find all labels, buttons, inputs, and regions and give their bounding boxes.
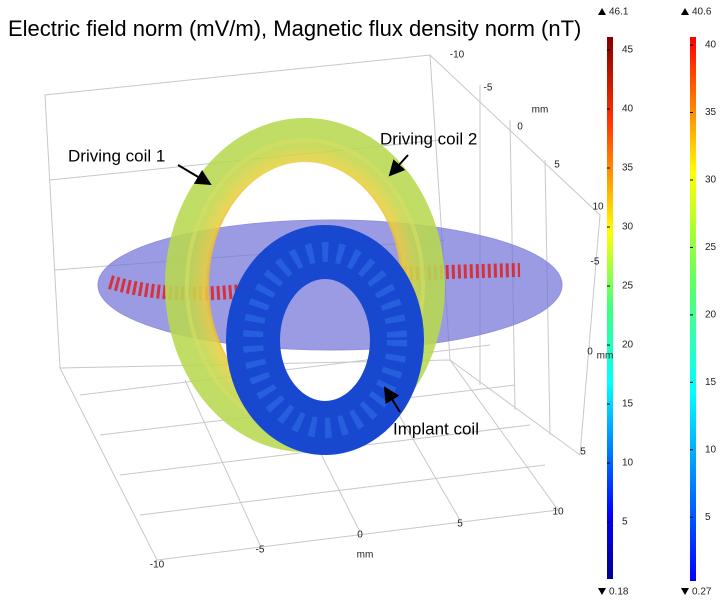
- scene: [98, 140, 562, 430]
- axis-tick-label: -5: [591, 257, 600, 268]
- colorbar-min: 0.18: [609, 587, 629, 598]
- title: Electric field norm (mV/m), Magnetic flu…: [8, 16, 581, 41]
- axis-label: mm: [597, 351, 614, 362]
- colorbar-min: 0.27: [692, 587, 712, 598]
- colorbar-tick-label: 35: [705, 107, 717, 118]
- max-marker: [598, 8, 606, 15]
- axis-tick-label: 0: [517, 122, 523, 133]
- colorbar-tick-label: 30: [622, 222, 634, 233]
- colorbar-tick-label: 20: [622, 340, 634, 351]
- axis-tick-label: -10: [150, 560, 165, 571]
- colorbar-tick-label: 15: [622, 399, 634, 410]
- colorbar-tick-label: 30: [705, 175, 717, 186]
- colorbar-tick-label: 35: [622, 163, 634, 174]
- colorbar-max: 40.6: [692, 7, 712, 18]
- colorbar-max: 46.1: [609, 7, 629, 18]
- colorbar-tick-label: 40: [705, 40, 717, 51]
- colorbar-tick-label: 10: [622, 458, 634, 469]
- axis-tick-label: 10: [552, 507, 564, 518]
- axis-tick-label: 0: [357, 530, 363, 541]
- colorbar-tick-label: 40: [622, 104, 634, 115]
- max-marker: [681, 8, 689, 15]
- axis-tick-label: 10: [592, 202, 604, 213]
- min-marker: [598, 588, 606, 595]
- colorbar-tick-label: 5: [705, 512, 711, 523]
- colorbar-tick-label: 45: [622, 45, 634, 56]
- annotation: Driving coil 1: [68, 146, 165, 165]
- axis-tick-label: -5: [256, 545, 265, 556]
- annotation: Implant coil: [393, 419, 479, 438]
- axis-tick-label: 5: [457, 519, 463, 530]
- axis-tick-label: 5: [580, 447, 586, 458]
- colorbar-tick-label: 25: [622, 281, 634, 292]
- min-marker: [681, 588, 689, 595]
- colorbar-tick-label: 20: [705, 310, 717, 321]
- colorbar-tick-label: 25: [705, 242, 717, 253]
- annotation: Driving coil 2: [380, 129, 477, 148]
- axis-tick-label: -5: [484, 83, 493, 94]
- axis-tick-label: -10: [450, 50, 465, 61]
- colorbar: [690, 37, 696, 581]
- colorbar-tick-label: 15: [705, 377, 717, 388]
- colorbar-tick-label: 5: [622, 517, 628, 528]
- colorbar: [607, 37, 613, 579]
- axis-tick-label: 0: [587, 347, 593, 358]
- axis-label: mm: [357, 550, 374, 561]
- axis-tick-label: 5: [554, 160, 560, 171]
- colorbar-tick-label: 10: [705, 444, 717, 455]
- figure: Electric field norm (mV/m), Magnetic flu…: [0, 0, 724, 601]
- axis-label: mm: [532, 105, 549, 116]
